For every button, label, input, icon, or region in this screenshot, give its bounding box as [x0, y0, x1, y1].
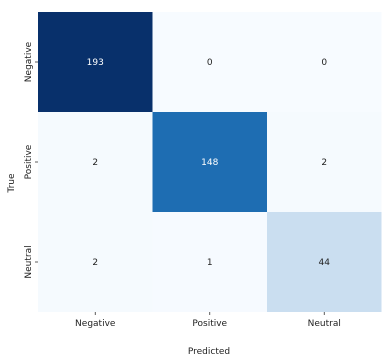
y-tick-label-2: Neutral	[24, 245, 34, 278]
x-tick-label-2: Neutral	[308, 319, 341, 329]
y-axis-ticks: Negative Positive Neutral	[24, 41, 38, 279]
heatmap-cell-values: 193 0 0 2 148 2 2 1 44	[87, 58, 331, 268]
heatmap-cell-r0-c2	[267, 12, 382, 112]
heatmap-cell-r1-c2	[267, 112, 382, 212]
heatmap-cell-r2-c0	[38, 212, 153, 312]
x-axis-label: Predicted	[188, 347, 230, 356]
heatmap-cell-r1-c1	[152, 112, 267, 212]
cell-value-r0-c0: 193	[87, 58, 104, 68]
y-tick-label-0: Negative	[24, 41, 34, 82]
cell-value-r1-c1: 148	[201, 158, 218, 168]
heatmap-cell-r0-c0	[38, 12, 153, 112]
cell-value-r2-c0: 2	[92, 258, 98, 268]
cell-value-r2-c2: 44	[319, 258, 331, 268]
heatmap-cell-r2-c2	[267, 212, 382, 312]
cell-value-r0-c1: 0	[207, 58, 213, 68]
cell-value-r2-c1: 1	[207, 258, 213, 268]
heatmap-cell-r2-c1	[152, 212, 267, 312]
cell-value-r1-c0: 2	[92, 158, 98, 168]
x-tick-label-1: Positive	[192, 319, 227, 329]
x-axis-ticks: Negative Positive Neutral	[75, 312, 341, 329]
cell-value-r0-c2: 0	[321, 58, 327, 68]
cell-value-r1-c2: 2	[321, 158, 327, 168]
heatmap-cell-r1-c0	[38, 112, 153, 212]
heatmap-cell-r0-c1	[152, 12, 267, 112]
x-tick-label-0: Negative	[75, 319, 116, 329]
y-axis-label: True	[7, 173, 17, 194]
y-tick-label-1: Positive	[24, 144, 34, 179]
heatmap-cells	[38, 12, 382, 312]
